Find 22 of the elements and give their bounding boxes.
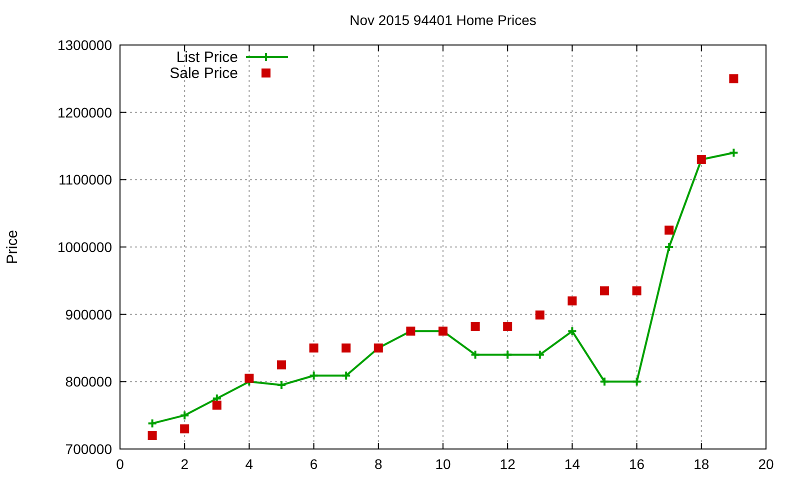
y-axis-title: Price <box>4 230 21 264</box>
y-tick-label: 1100000 <box>58 172 112 188</box>
chart-title: Nov 2015 94401 Home Prices <box>350 12 536 28</box>
x-tick-label: 4 <box>245 456 254 472</box>
x-tick-label: 6 <box>310 456 318 472</box>
x-tick-label: 14 <box>564 456 580 472</box>
y-tick-label: 800000 <box>65 374 112 390</box>
legend-label: List Price <box>176 49 238 66</box>
legend-label: Sale Price <box>170 65 238 82</box>
x-tick-label: 18 <box>694 456 710 472</box>
x-tick-label: 10 <box>435 456 451 472</box>
x-tick-label: 16 <box>629 456 645 472</box>
x-tick-label: 2 <box>180 456 189 472</box>
x-tick-label: 0 <box>116 456 124 472</box>
x-tick-label: 12 <box>500 456 516 472</box>
x-tick-label: 8 <box>374 456 382 472</box>
y-tick-label: 700000 <box>65 441 112 457</box>
y-tick-label: 1300000 <box>57 37 112 53</box>
y-tick-label: 900000 <box>65 306 112 322</box>
y-tick-label: 1200000 <box>57 104 112 120</box>
y-tick-label: 1000000 <box>57 239 112 255</box>
x-tick-label: 20 <box>758 456 774 472</box>
